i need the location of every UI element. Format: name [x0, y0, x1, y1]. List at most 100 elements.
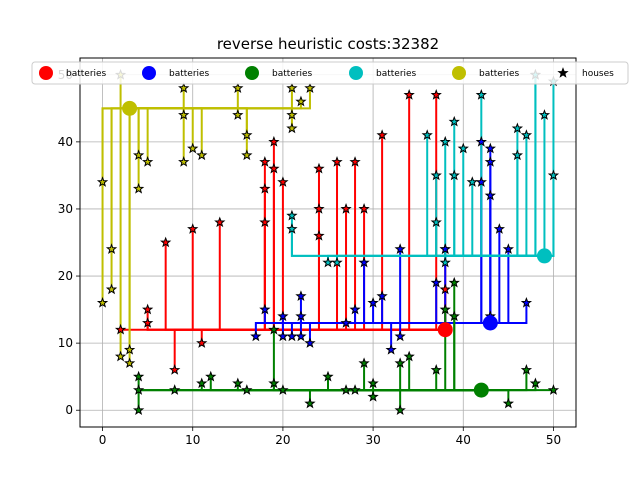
battery-marker	[536, 248, 552, 264]
house-marker	[304, 397, 316, 409]
house-marker	[304, 337, 316, 348]
house-marker	[430, 216, 442, 228]
house-marker	[277, 384, 289, 395]
house-marker	[466, 176, 478, 187]
house-marker	[187, 142, 199, 154]
house-marker	[367, 377, 379, 389]
house-marker	[268, 323, 280, 335]
house-marker	[132, 384, 145, 395]
house-marker	[232, 377, 244, 389]
house-marker	[322, 370, 334, 382]
house-marker	[96, 296, 109, 308]
x-tick-label: 50	[546, 433, 561, 447]
house-marker	[105, 283, 118, 295]
house-marker	[286, 223, 298, 234]
house-marker	[529, 377, 542, 389]
legend-battery-swatch	[39, 66, 53, 80]
house-marker	[358, 203, 370, 214]
house-marker	[232, 109, 244, 120]
house-marker	[114, 323, 127, 335]
house-marker	[349, 303, 361, 315]
y-tick-label: 10	[58, 336, 73, 350]
house-marker	[376, 290, 388, 301]
house-marker	[484, 189, 496, 201]
house-marker	[114, 350, 127, 362]
axes-frame	[79, 57, 577, 428]
house-marker	[259, 182, 271, 194]
house-marker	[475, 176, 487, 187]
house-marker	[430, 88, 442, 100]
house-marker	[439, 283, 451, 295]
house-marker	[132, 370, 145, 382]
house-marker	[277, 176, 289, 187]
house-marker	[511, 149, 524, 161]
connection-line	[453, 316, 482, 392]
house-marker	[142, 156, 154, 167]
house-marker	[132, 182, 145, 194]
house-marker	[169, 364, 181, 375]
battery-marker	[437, 322, 453, 338]
x-tick-label: 40	[456, 433, 471, 447]
legend-label: houses	[582, 69, 614, 79]
house-marker	[259, 216, 271, 228]
house-marker	[169, 384, 181, 395]
house-marker	[403, 88, 415, 100]
house-marker	[286, 122, 298, 134]
house-marker	[322, 256, 334, 268]
house-marker	[457, 142, 469, 154]
house-marker	[132, 149, 145, 161]
house-marker	[340, 384, 352, 395]
house-marker	[241, 149, 253, 161]
house-marker	[286, 209, 298, 221]
legend-label: batteries	[66, 69, 107, 79]
legend: batteries batteries batteries batteries batt…	[31, 61, 629, 85]
house-marker	[295, 310, 307, 322]
house-marker	[187, 223, 199, 234]
legend-box	[31, 61, 629, 85]
house-marker	[349, 156, 361, 167]
house-marker	[286, 330, 298, 342]
house-marker	[430, 364, 442, 375]
house-marker	[286, 82, 298, 93]
house-marker	[286, 109, 298, 120]
battery-markers	[122, 100, 552, 398]
house-marker	[439, 243, 451, 255]
house-marker	[196, 337, 208, 348]
house-marker	[105, 243, 118, 255]
house-marker	[250, 330, 262, 342]
house-marker	[268, 135, 280, 147]
connection-line	[129, 88, 311, 110]
house-marker	[178, 156, 190, 167]
house-marker	[160, 236, 172, 248]
house-marker	[295, 330, 307, 342]
legend-battery-swatch	[245, 66, 259, 80]
house-marker	[475, 135, 487, 147]
house-marker	[313, 162, 325, 174]
house-marker	[439, 256, 451, 268]
house-marker	[421, 129, 433, 140]
house-marker	[178, 109, 190, 120]
house-marker	[268, 162, 280, 174]
house-marker	[349, 384, 361, 395]
house-marker	[394, 243, 406, 255]
house-marker	[340, 203, 352, 214]
connection-line	[490, 302, 528, 325]
x-tick-label: 0	[99, 433, 107, 447]
house-marker	[538, 109, 551, 120]
house-marker	[403, 350, 415, 362]
house-marker	[520, 364, 533, 375]
battery-marker	[482, 315, 498, 331]
house-marker	[241, 129, 253, 140]
house-marker	[484, 156, 496, 167]
house-marker	[196, 149, 208, 161]
chart-title: reverse heuristic costs:32382	[217, 35, 439, 53]
house-marker	[484, 142, 496, 154]
house-marker	[214, 216, 226, 228]
house-marker	[123, 357, 136, 369]
house-marker	[358, 256, 370, 268]
house-marker	[385, 343, 397, 355]
x-tick-label: 10	[185, 433, 200, 447]
house-marker	[96, 176, 109, 187]
house-marker	[394, 357, 406, 369]
